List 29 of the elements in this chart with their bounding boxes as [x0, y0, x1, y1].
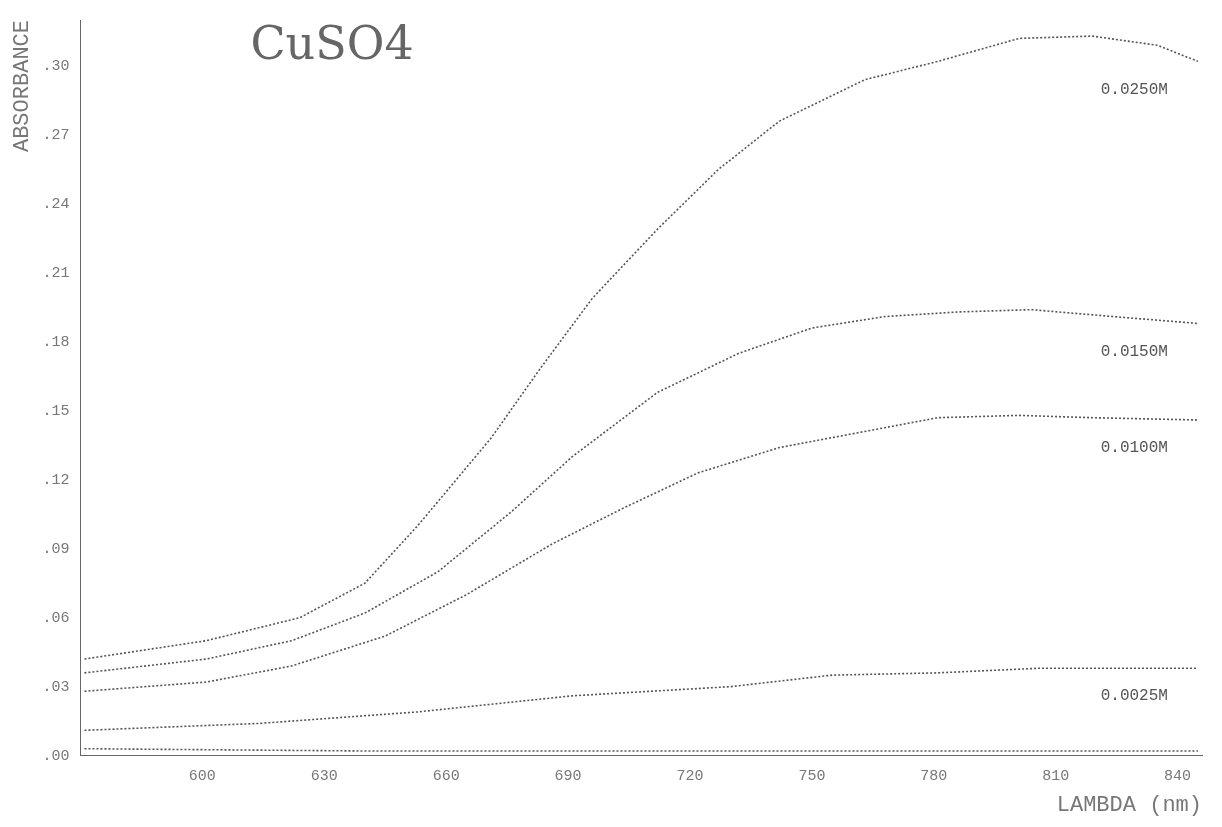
x-tick-label: 720 — [676, 767, 704, 785]
y-tick-label: .12 — [42, 471, 70, 489]
y-tick-label: .00 — [42, 747, 70, 765]
series-label: 0.0025M — [1100, 687, 1168, 706]
series-label: 0.0250M — [1100, 80, 1168, 99]
x-tick-label: 630 — [310, 767, 338, 785]
y-tick-label: .21 — [42, 264, 70, 282]
y-tick-label: .03 — [42, 678, 70, 696]
y-tick-label: .24 — [42, 195, 70, 213]
y-tick-label: .06 — [42, 609, 70, 627]
x-tick-label: 810 — [1042, 767, 1070, 785]
x-tick-label: 660 — [432, 767, 460, 785]
y-tick-label: .27 — [42, 126, 70, 144]
x-tick-label: 690 — [554, 767, 582, 785]
x-axis-title: LAMBDA (nm) — [1056, 792, 1202, 818]
x-tick-label: 750 — [798, 767, 826, 785]
series-label: 0.0150M — [1100, 342, 1168, 361]
y-tick-label: .30 — [42, 57, 70, 75]
y-tick-label: .18 — [42, 333, 70, 351]
x-tick-label: 780 — [920, 767, 948, 785]
y-tick-label: .09 — [42, 540, 70, 558]
x-tick-label: 840 — [1164, 767, 1192, 785]
line-series — [83, 667, 1199, 732]
chart-title: CuSO4 — [250, 15, 414, 70]
x-tick-label: 600 — [188, 767, 216, 785]
series-label: 0.0100M — [1100, 439, 1168, 458]
y-axis-title: ABSORBANCE — [10, 20, 36, 153]
line-series — [83, 308, 1199, 674]
y-tick-label: .15 — [42, 402, 70, 420]
